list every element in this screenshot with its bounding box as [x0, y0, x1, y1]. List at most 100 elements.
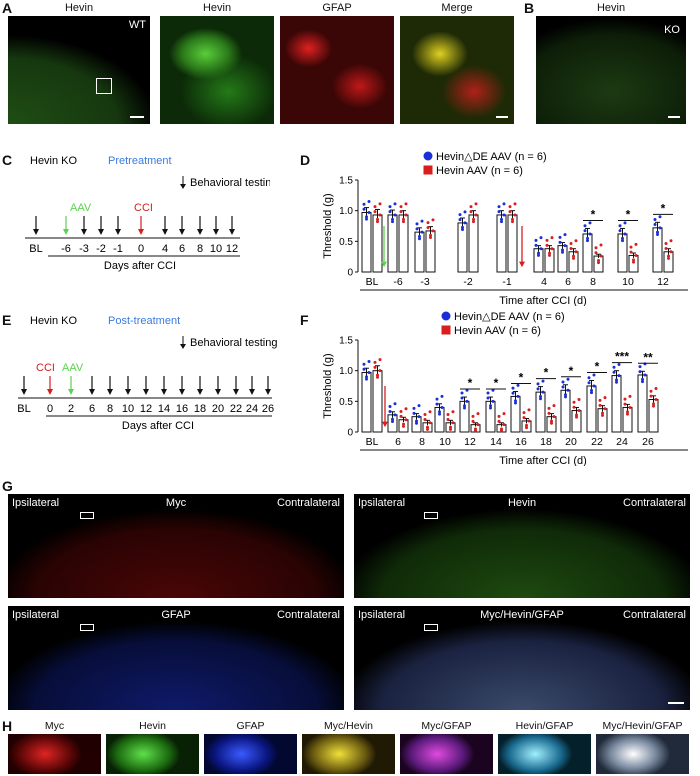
aav-label: AAV	[70, 202, 92, 214]
data-point	[586, 239, 589, 243]
data-point	[446, 417, 450, 421]
timeline-arrowhead	[213, 229, 219, 235]
data-point	[513, 202, 517, 206]
panel-letter-e: E	[2, 312, 12, 328]
testing-label: Behavioral testing	[190, 337, 277, 349]
data-point	[399, 205, 403, 209]
x-tick-label: -3	[420, 276, 429, 288]
panel-a-title-hevin-wt: Hevin	[64, 2, 94, 14]
data-point	[550, 247, 554, 251]
x-tick-label: 12	[464, 436, 476, 448]
chart-f: Hevin△DE AAV (n = 6) Hevin AAV (n = 6) 0 0.…	[322, 311, 688, 466]
data-point	[365, 375, 368, 379]
data-point	[612, 370, 616, 374]
data-point	[417, 404, 421, 408]
channel-label: Myc/GFAP	[421, 720, 472, 732]
data-point	[587, 376, 591, 380]
x-tick-label: 6	[565, 276, 571, 288]
data-point	[656, 232, 659, 236]
data-point	[626, 412, 629, 416]
data-point	[516, 383, 520, 387]
data-point	[539, 247, 543, 251]
data-point	[588, 221, 592, 225]
data-point	[590, 391, 593, 395]
x-tick-label: 18	[540, 436, 552, 448]
bar	[398, 214, 409, 273]
data-point	[426, 427, 429, 431]
data-point	[563, 244, 567, 248]
data-point	[404, 202, 408, 206]
data-point	[367, 359, 371, 363]
data-point	[402, 220, 405, 224]
x-tick-label: 4	[541, 276, 547, 288]
timeline-tick-label: 6	[179, 243, 185, 255]
significance-label: *	[494, 376, 499, 390]
data-point	[367, 211, 371, 215]
timeline-e: Hevin KO Post-treatment Behavioral testi…	[17, 315, 277, 432]
data-point	[474, 202, 478, 206]
zoom-box	[424, 624, 438, 631]
data-point	[658, 226, 662, 230]
data-point	[653, 223, 657, 227]
panel-letter-b: B	[524, 0, 535, 16]
legend-label: Hevin AAV (n = 6)	[436, 165, 523, 177]
timeline-arrowhead	[107, 389, 113, 395]
wt-label: WT	[128, 19, 146, 31]
data-point	[599, 254, 603, 258]
data-point	[428, 410, 432, 414]
data-point	[664, 241, 668, 245]
data-point	[550, 236, 554, 240]
data-point	[415, 227, 419, 231]
data-point	[440, 405, 444, 409]
x-tick-label: BL	[366, 436, 379, 448]
data-point	[629, 245, 633, 249]
data-point	[536, 382, 540, 386]
timeline-arrowhead	[197, 389, 203, 395]
significance-label: ***	[615, 350, 629, 364]
y-tick-label: 0	[347, 428, 353, 439]
data-point	[513, 213, 517, 217]
data-point	[572, 254, 575, 258]
data-point	[626, 410, 629, 414]
data-point	[418, 235, 421, 239]
channel-label: GFAP	[161, 609, 191, 621]
data-point	[476, 423, 480, 427]
data-point	[601, 413, 604, 417]
data-point	[440, 394, 444, 398]
legend-label: Hevin△DE AAV (n = 6)	[436, 151, 547, 163]
data-point	[367, 199, 371, 203]
x-tick-label: 16	[515, 436, 527, 448]
data-point	[365, 377, 368, 381]
data-point	[561, 250, 564, 254]
data-point	[461, 228, 464, 232]
channel-label: Myc/Hevin/GFAP	[602, 720, 683, 732]
cci-label: CCI	[134, 202, 153, 214]
data-point	[558, 235, 562, 239]
bar	[361, 372, 372, 433]
contralateral-label: Contralateral	[277, 497, 340, 509]
data-point	[415, 421, 418, 425]
panel-letter-f: F	[300, 312, 309, 328]
timeline-tick-label: 20	[212, 403, 224, 415]
data-point	[463, 221, 467, 225]
data-point	[634, 253, 638, 257]
panel-b-title: Hevin	[596, 2, 626, 14]
data-point	[508, 205, 512, 209]
micrograph-merge: Ipsilateral Myc/Hevin/GFAP Contralateral	[354, 606, 690, 710]
timeline-arrowhead	[197, 229, 203, 235]
timeline-tick-label: 10	[210, 243, 222, 255]
data-point	[577, 397, 581, 401]
panel-letter-g: G	[2, 478, 13, 494]
x-tick-label: -6	[393, 276, 402, 288]
bar	[496, 214, 507, 273]
data-point	[426, 226, 430, 230]
data-point	[534, 243, 538, 247]
data-point	[418, 237, 421, 241]
data-point	[497, 205, 501, 209]
data-point	[548, 251, 551, 255]
data-point	[541, 379, 545, 383]
data-point	[511, 391, 515, 395]
y-axis-label: Threshold (g)	[322, 353, 334, 418]
data-point	[634, 242, 638, 246]
data-point	[469, 210, 473, 214]
